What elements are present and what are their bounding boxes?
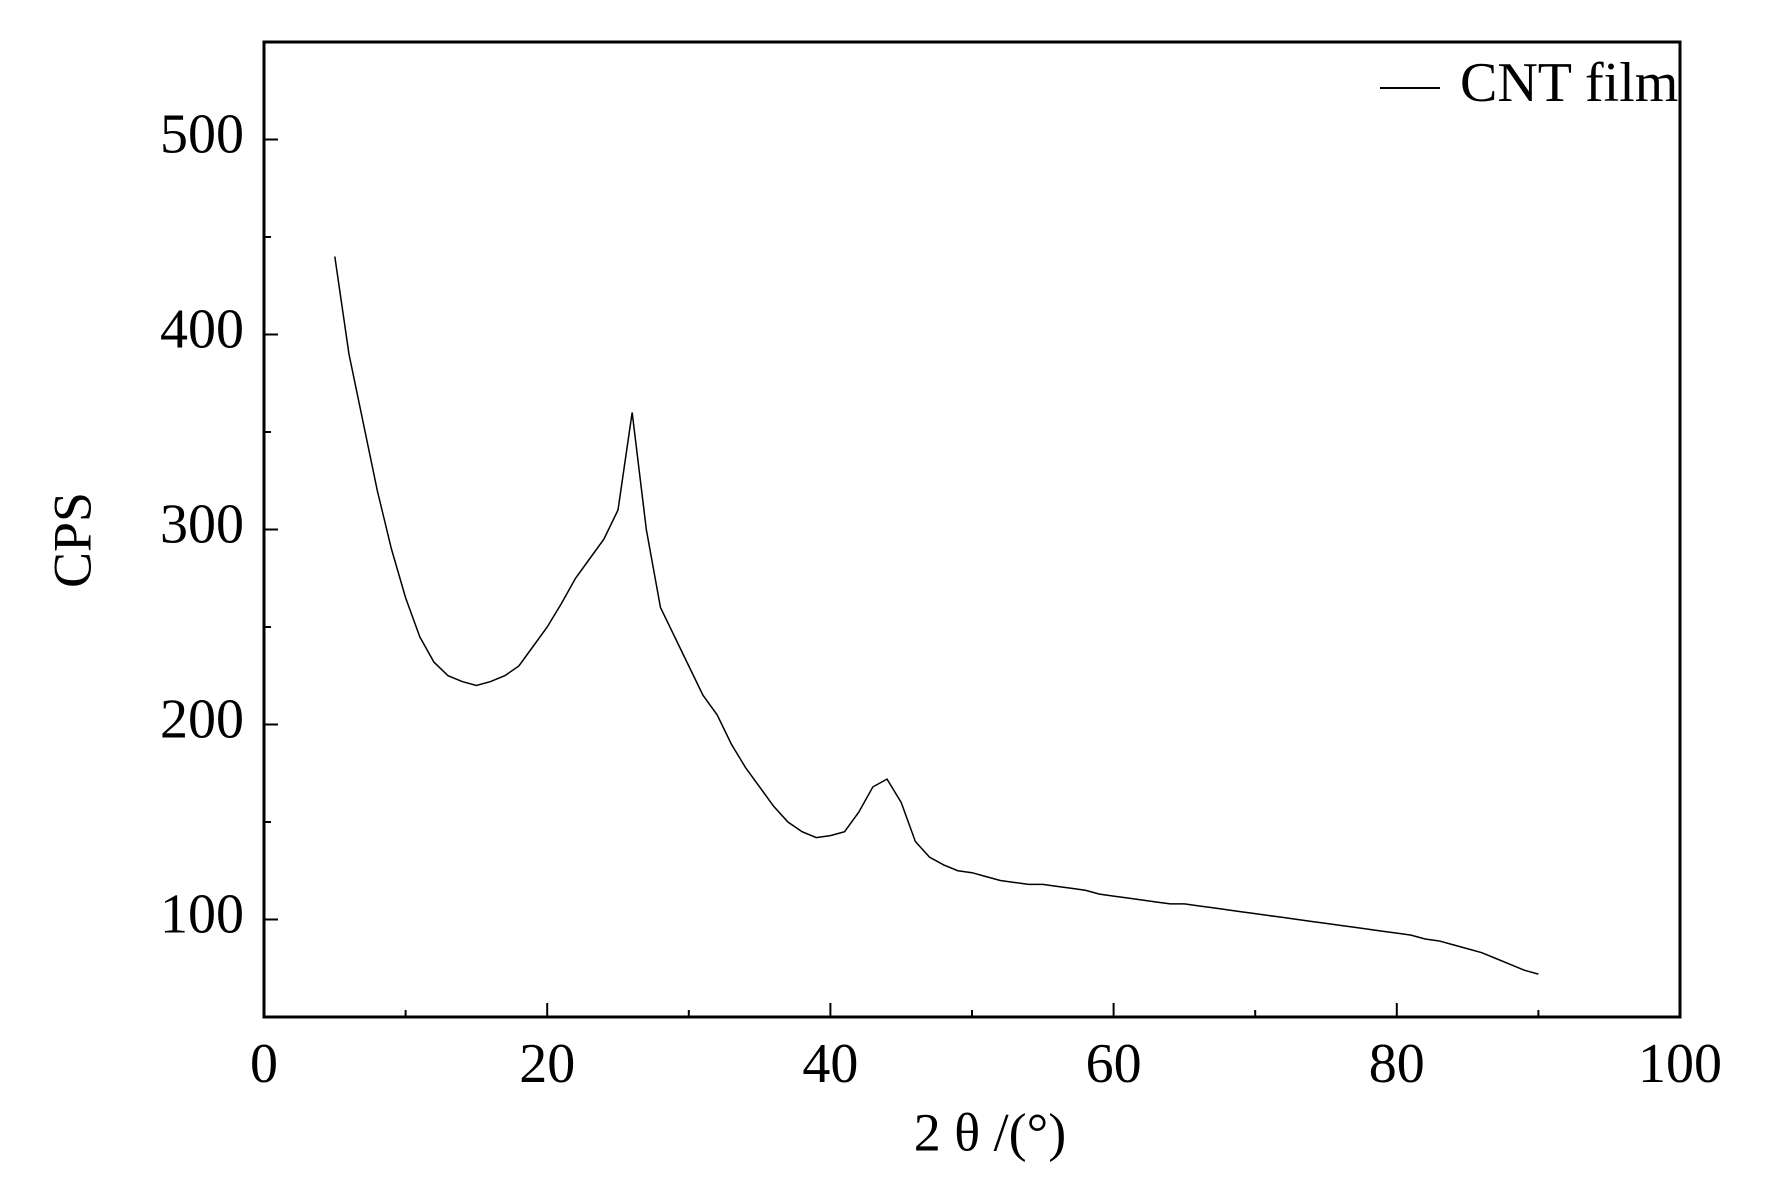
y-tick-label: 500 [160,103,244,165]
y-axis-label: CPS [42,492,102,588]
x-tick-label: 60 [1086,1033,1142,1095]
y-tick-label: 200 [160,688,244,750]
y-tick-label: 400 [160,298,244,360]
x-tick-label: 100 [1638,1033,1722,1095]
x-tick-label: 20 [519,1033,575,1095]
x-tick-label: 0 [250,1033,278,1095]
x-axis-label: 2 θ /(°) [914,1102,1066,1162]
legend-label: CNT film [1460,52,1678,114]
data-line [334,256,1539,975]
y-tick-label: 100 [160,883,244,945]
y-tick-label: 300 [160,493,244,555]
plot-frame [262,40,1682,1019]
x-tick-label: 40 [802,1033,858,1095]
x-tick-label: 80 [1369,1033,1425,1095]
